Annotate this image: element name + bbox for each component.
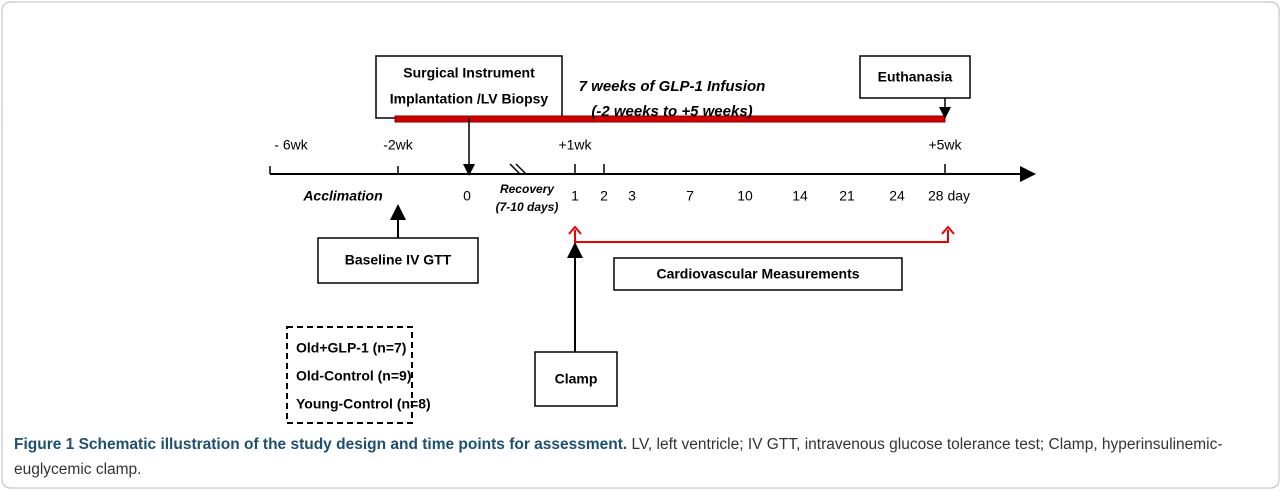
day-label: 21 bbox=[839, 188, 855, 204]
baseline-label: Baseline IV GTT bbox=[345, 252, 452, 268]
recovery-label: (7-10 days) bbox=[496, 200, 559, 214]
recovery-label: Recovery bbox=[500, 182, 555, 196]
infusion-label: (-2 weeks to +5 weeks) bbox=[591, 103, 752, 120]
surgery-label: Surgical Instrument bbox=[403, 65, 535, 81]
group-label: Old-Control (n=9) bbox=[296, 368, 412, 384]
infusion-label: 7 weeks of GLP-1 Infusion bbox=[579, 78, 766, 95]
week-label: - 6wk bbox=[274, 137, 308, 153]
group-label: Young-Control (n=8) bbox=[296, 396, 431, 412]
clamp-label: Clamp bbox=[555, 371, 598, 387]
cardio-box bbox=[613, 257, 903, 291]
cardio-label: Cardiovascular Measurements bbox=[656, 266, 859, 282]
euthanasia-box bbox=[859, 55, 971, 99]
axis-ticks bbox=[269, 163, 946, 175]
day-label: 7 bbox=[686, 188, 694, 204]
week-label: -2wk bbox=[383, 137, 414, 153]
groups-box bbox=[286, 326, 413, 424]
week-label: +1wk bbox=[558, 137, 592, 153]
measurement-bracket bbox=[574, 230, 949, 243]
euthanasia-label: Euthanasia bbox=[878, 69, 953, 85]
baseline-box bbox=[317, 237, 479, 284]
day-label: 14 bbox=[792, 188, 808, 204]
bracket-arrowheads bbox=[568, 225, 955, 235]
day-label: 1 bbox=[571, 188, 579, 204]
day-label: 24 bbox=[889, 188, 905, 204]
day-label: 3 bbox=[628, 188, 636, 204]
clamp-box bbox=[534, 351, 618, 407]
surgery-label: Implantation /LV Biopsy bbox=[390, 91, 549, 107]
week-label: +5wk bbox=[928, 137, 962, 153]
caption: Figure 1 Schematic illustration of the s… bbox=[14, 432, 1264, 482]
caption-title: Figure 1 Schematic illustration of the s… bbox=[14, 436, 628, 453]
group-label: Old+GLP-1 (n=7) bbox=[296, 340, 406, 356]
day-label: 0 bbox=[463, 188, 471, 204]
day-label: 2 bbox=[600, 188, 608, 204]
day-label: 28 day bbox=[928, 188, 970, 204]
day-label: 10 bbox=[737, 188, 753, 204]
phase-label: Acclimation bbox=[302, 188, 382, 204]
infusion-bar bbox=[394, 115, 946, 123]
surgery-box bbox=[375, 55, 563, 119]
caption-text: LV, left ventricle; IV GTT, intravenous … bbox=[14, 436, 1223, 478]
